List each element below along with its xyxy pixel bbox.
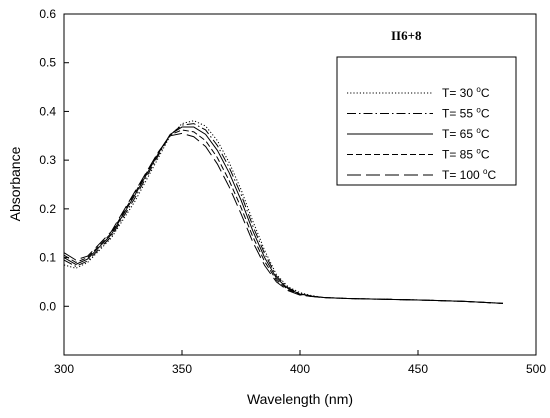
legend-series-name: T= 30	[442, 86, 476, 100]
legend-unit: C	[481, 127, 490, 141]
legend-label-1: T= 30 oC	[442, 85, 490, 100]
legend-degree-sign: o	[476, 126, 481, 135]
legend: T= 30 oCT= 55 oCT= 65 oCT= 85 oCT= 100 o…	[336, 56, 517, 186]
series-line-1	[63, 120, 503, 304]
x-tick-label: 400	[290, 362, 310, 376]
legend-degree-sign: o	[483, 167, 488, 176]
x-axis-title: Wavelength (nm)	[247, 391, 353, 407]
legend-degree-sign: o	[476, 85, 481, 94]
y-tick-label: 0.3	[39, 153, 56, 167]
legend-unit: C	[481, 86, 490, 100]
legend-box	[336, 56, 517, 186]
y-tick-label: 0.1	[39, 251, 56, 265]
series-line-5	[63, 132, 503, 304]
legend-series-name: T= 85	[442, 148, 476, 162]
legend-label-4: T= 85 oC	[442, 147, 490, 162]
y-axis: 0.0 0.1 0.2 0.3 0.4 0.5 0.6	[39, 7, 69, 313]
legend-degree-sign: o	[476, 106, 481, 115]
legend-label-3: T= 65 oC	[442, 126, 490, 141]
legend-unit: C	[481, 107, 490, 121]
y-tick-label: 0.5	[39, 56, 56, 70]
legend-unit: C	[487, 168, 496, 182]
y-tick-label: 0.2	[39, 202, 56, 216]
y-tick-label: 0.4	[39, 104, 56, 118]
y-tick-label: 0.0	[39, 299, 56, 313]
legend-unit: C	[481, 148, 490, 162]
series-lines	[63, 120, 503, 304]
x-tick-label: 300	[54, 362, 74, 376]
x-tick-label: 500	[526, 362, 546, 376]
legend-series-name: T= 55	[442, 107, 476, 121]
legend-series-name: T= 65	[442, 127, 476, 141]
legend-label-5: T= 100 oC	[442, 167, 496, 182]
x-axis: 300 350 400 450 500	[54, 350, 546, 376]
legend-series-name: T= 100	[442, 168, 483, 182]
y-axis-title: Absorbance	[7, 146, 23, 221]
legend-label-2: T= 55 oC	[442, 106, 490, 121]
x-tick-label: 450	[408, 362, 428, 376]
y-tick-label: 0.6	[39, 7, 56, 21]
legend-degree-sign: o	[476, 147, 481, 156]
x-tick-label: 350	[172, 362, 192, 376]
sample-label: II6+8	[391, 28, 422, 43]
